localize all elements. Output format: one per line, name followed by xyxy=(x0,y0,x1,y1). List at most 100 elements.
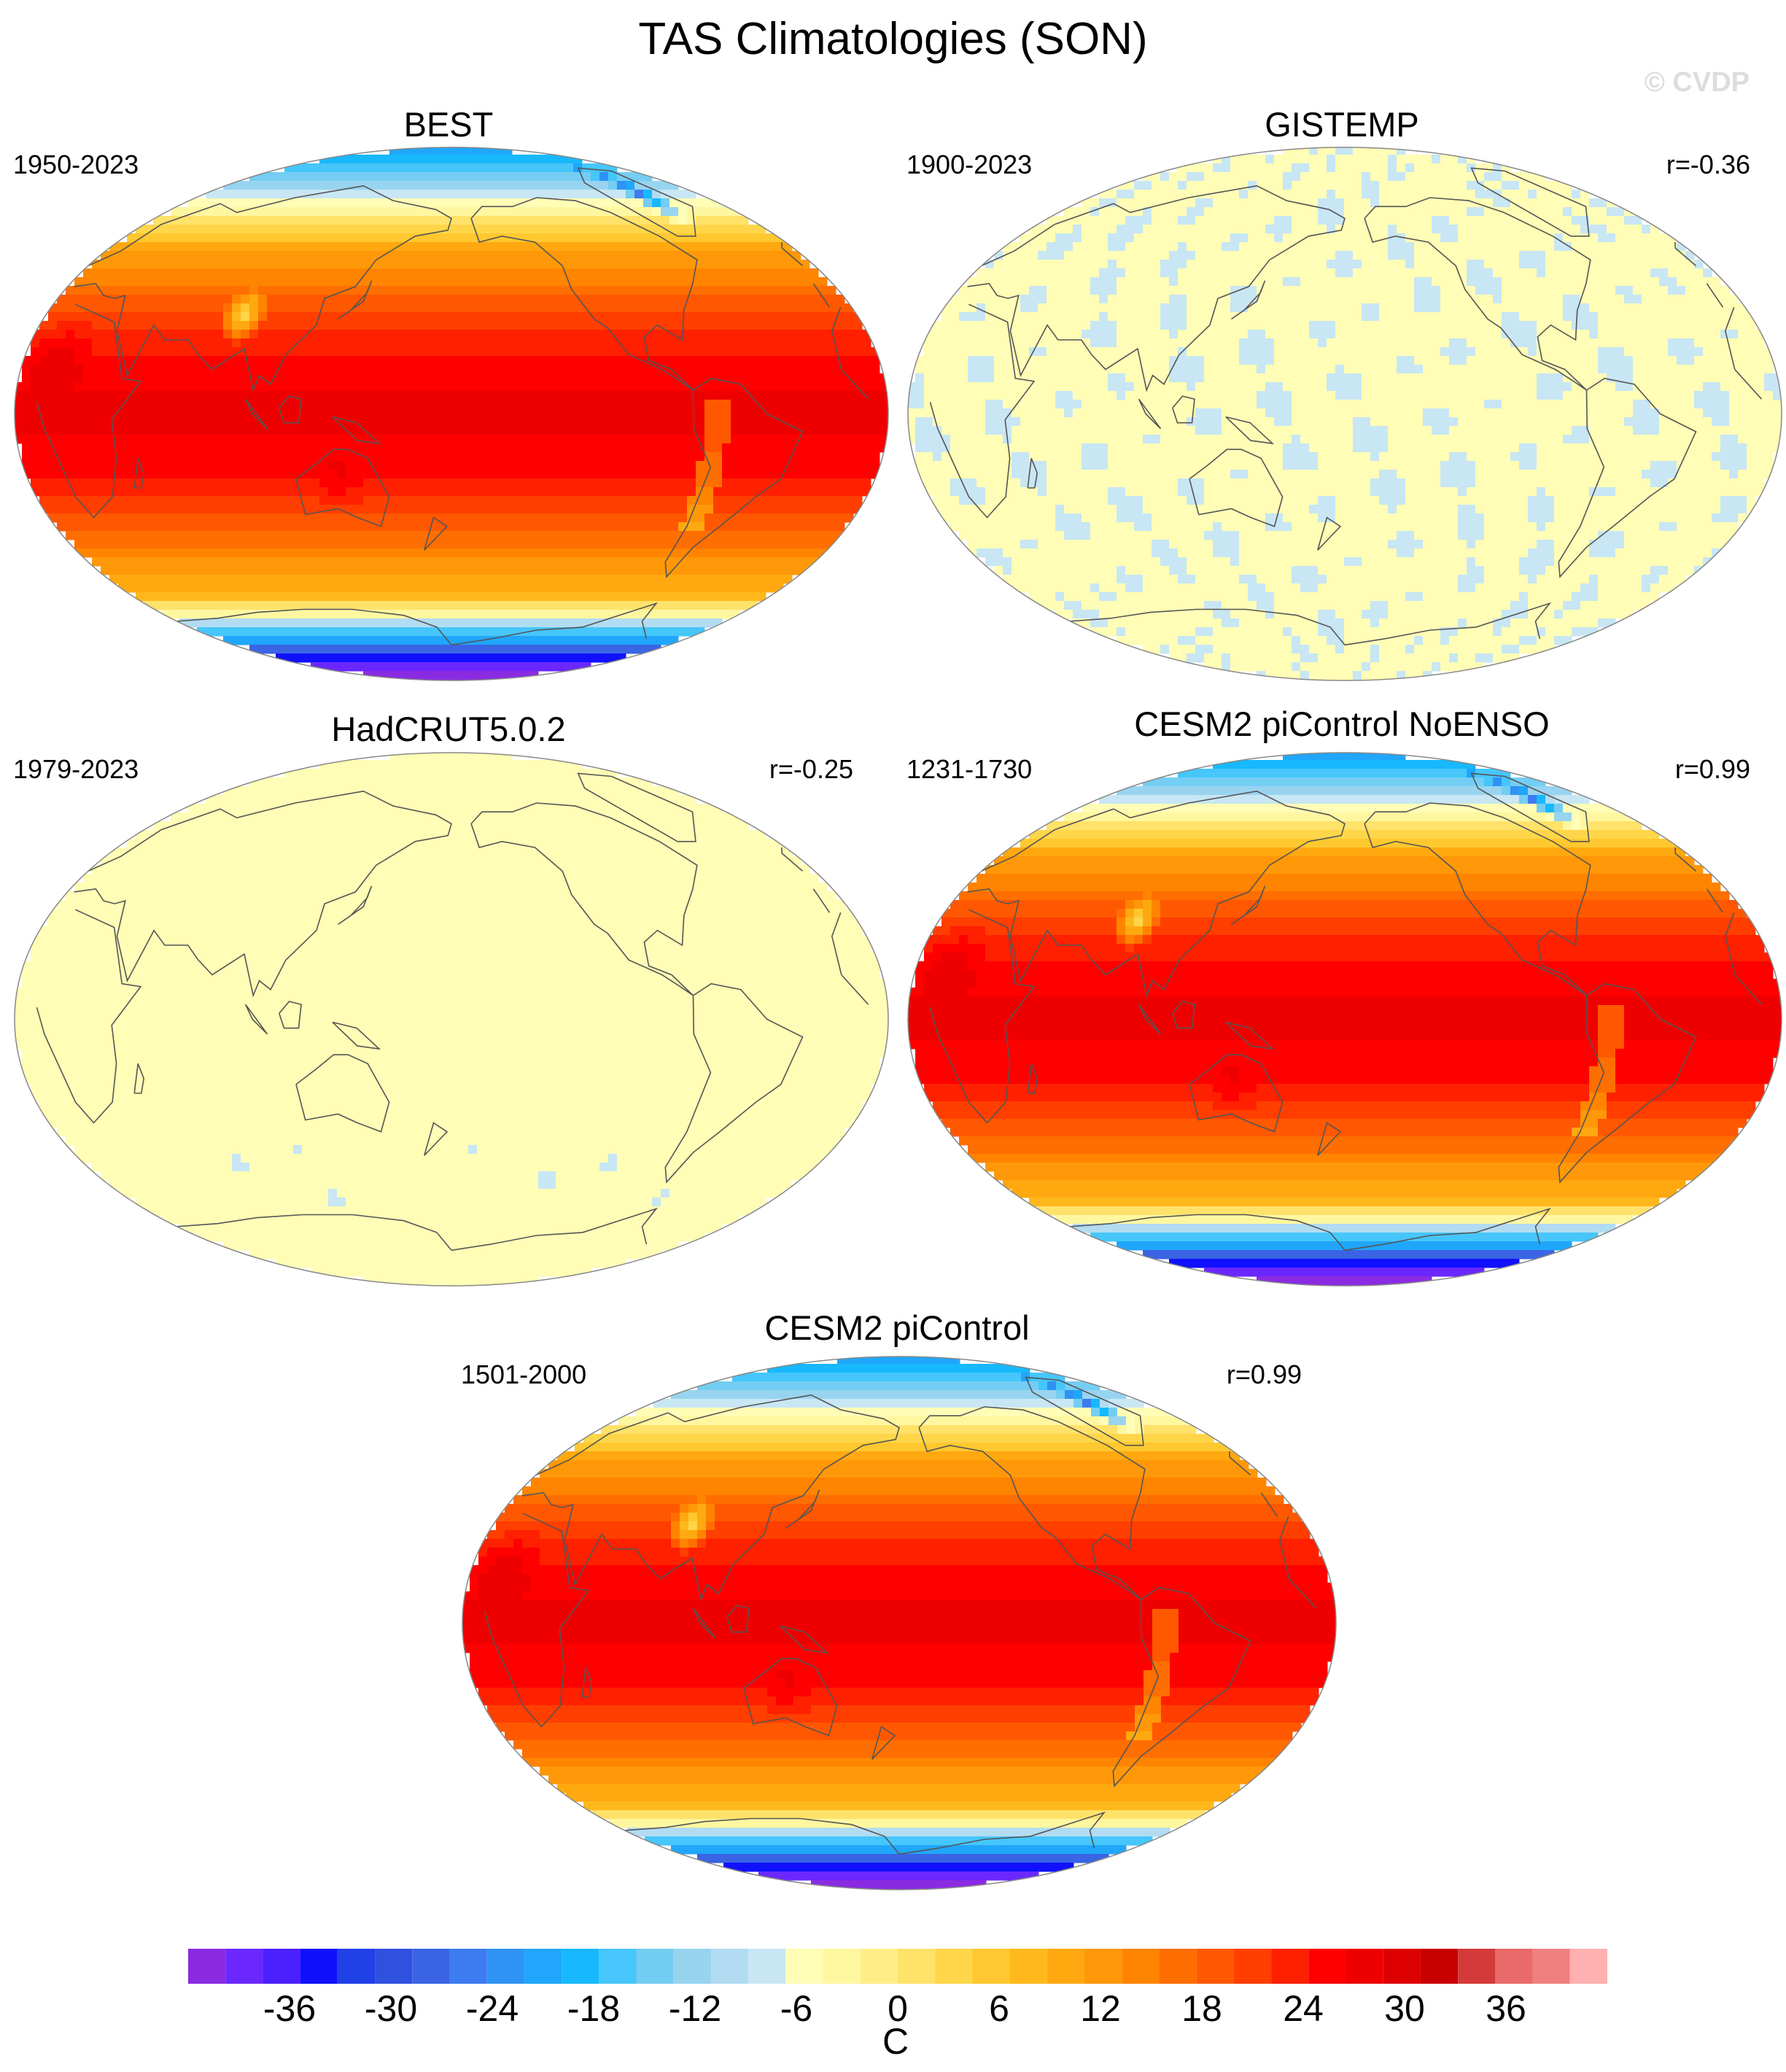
colorbar-segment xyxy=(860,1949,898,1984)
coastline xyxy=(785,1489,820,1529)
colorbar-segment xyxy=(1084,1949,1122,1984)
colorbar-tick-label: -6 xyxy=(753,1987,840,2030)
coastline xyxy=(1138,398,1162,430)
coastline xyxy=(1070,1207,1552,1252)
coastline xyxy=(577,167,696,237)
panel-correlation: r=-0.36 xyxy=(1561,150,1750,180)
panel-correlation: r=-0.25 xyxy=(664,754,853,785)
coastline xyxy=(918,1406,1146,1600)
coastline xyxy=(1229,1451,1251,1476)
coastline xyxy=(36,303,869,519)
colorbar-segment xyxy=(1308,1949,1346,1984)
coastline xyxy=(1225,416,1275,445)
colorbar-segment xyxy=(1122,1949,1160,1984)
coastline xyxy=(1558,982,1697,1184)
coastline xyxy=(967,790,1724,998)
coastline xyxy=(1027,458,1038,489)
map-hadcrut xyxy=(14,752,889,1287)
colorbar-segment xyxy=(412,1949,450,1984)
colorbar-tick-label: 18 xyxy=(1158,1987,1246,2030)
colorbar-tick-label: 0 xyxy=(854,1987,941,2030)
coastline xyxy=(692,1607,716,1639)
coastline xyxy=(1470,772,1590,842)
map-border xyxy=(907,752,1782,1287)
coastline xyxy=(470,802,698,996)
map-border xyxy=(907,147,1782,681)
map-gistemp xyxy=(907,147,1782,681)
colorbar-tick-label: -12 xyxy=(651,1987,739,2030)
colorbar xyxy=(188,1949,1607,1984)
coastline xyxy=(1172,1001,1195,1029)
coastline xyxy=(470,197,698,391)
coastline xyxy=(743,1658,838,1737)
coastline xyxy=(1070,602,1552,646)
coastline xyxy=(244,398,268,430)
colorbar-segment xyxy=(1420,1949,1459,1984)
colorbar-tick-label: 36 xyxy=(1462,1987,1550,2030)
panel-correlation: r=0.99 xyxy=(1561,754,1750,785)
coastline xyxy=(1364,197,1591,391)
colorbar-segment xyxy=(263,1949,300,1984)
coastline xyxy=(1189,1054,1284,1133)
coastline xyxy=(871,1726,896,1760)
coastline xyxy=(295,449,390,527)
colorbar-segment xyxy=(1047,1949,1085,1984)
colorbar-tick-label: -24 xyxy=(449,1987,536,2030)
coastline xyxy=(624,1811,1106,1855)
coastline xyxy=(1364,802,1591,996)
coastline xyxy=(1112,1586,1251,1788)
colorbar-segment xyxy=(898,1949,936,1984)
coastline xyxy=(36,909,869,1124)
colorbar-segment xyxy=(1383,1949,1421,1984)
coastline xyxy=(1231,885,1266,926)
coastline xyxy=(1558,377,1697,578)
panel-title: CESM2 piControl NoENSO xyxy=(1087,704,1597,744)
coastline xyxy=(1027,1063,1038,1094)
colorbar-segment xyxy=(972,1949,1010,1984)
panel-title: HadCRUT5.0.2 xyxy=(266,709,631,749)
colorbar-segment xyxy=(337,1949,376,1984)
colorbar-segment xyxy=(1009,1949,1047,1984)
panel-period: 1231-1730 xyxy=(906,754,1032,785)
map-border xyxy=(14,147,889,681)
colorbar-segment xyxy=(785,1949,823,1984)
coastline xyxy=(279,1001,302,1029)
map-best xyxy=(14,147,889,681)
panel-title: GISTEMP xyxy=(1196,104,1488,144)
colorbar-segment xyxy=(599,1949,637,1984)
coastline xyxy=(521,1394,1278,1602)
colorbar-segment xyxy=(1569,1949,1607,1984)
colorbar-tick-label: 30 xyxy=(1361,1987,1448,2030)
coastline xyxy=(484,1513,1317,1728)
coastline xyxy=(1231,280,1266,320)
colorbar-segment xyxy=(748,1949,786,1984)
coastline xyxy=(1025,1376,1144,1446)
colorbar-segment xyxy=(449,1949,487,1984)
coastline xyxy=(1172,395,1195,424)
panel-correlation: r=0.99 xyxy=(1112,1359,1302,1390)
coastline xyxy=(664,377,804,578)
panel-title: BEST xyxy=(303,104,594,144)
coastline xyxy=(967,185,1724,392)
coastline xyxy=(780,1625,829,1654)
coastline xyxy=(338,280,373,320)
coastline xyxy=(332,1021,381,1050)
coastline xyxy=(664,982,804,1184)
coastline xyxy=(929,909,1763,1124)
coastline xyxy=(781,241,804,267)
colorbar-tick-label: 24 xyxy=(1259,1987,1347,2030)
colorbar-segment xyxy=(636,1949,674,1984)
coastline xyxy=(338,885,373,926)
colorbar-segment xyxy=(673,1949,711,1984)
colorbar-tick-label: -18 xyxy=(550,1987,637,2030)
colorbar-tick-label: 12 xyxy=(1057,1987,1144,2030)
coastline xyxy=(424,1122,449,1156)
figure-title: TAS Climatologies (SON) xyxy=(0,13,1786,65)
coastline xyxy=(244,1004,268,1035)
colorbar-segment xyxy=(300,1949,338,1984)
colorbar-segment xyxy=(935,1949,973,1984)
coastline xyxy=(1317,516,1342,551)
colorbar-segment xyxy=(1458,1949,1496,1984)
panel-title: CESM2 piControl xyxy=(715,1308,1079,1348)
coastline xyxy=(133,1063,145,1094)
